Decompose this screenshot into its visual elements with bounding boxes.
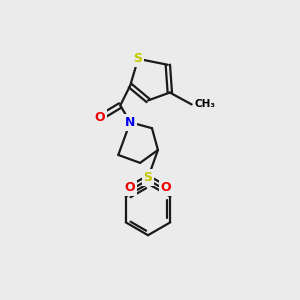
Text: O: O (160, 181, 171, 194)
Text: CH₃: CH₃ (195, 99, 216, 110)
Text: O: O (125, 181, 136, 194)
Text: N: N (125, 116, 135, 129)
Text: S: S (134, 52, 142, 65)
Text: S: S (143, 171, 152, 184)
Text: O: O (94, 111, 105, 124)
